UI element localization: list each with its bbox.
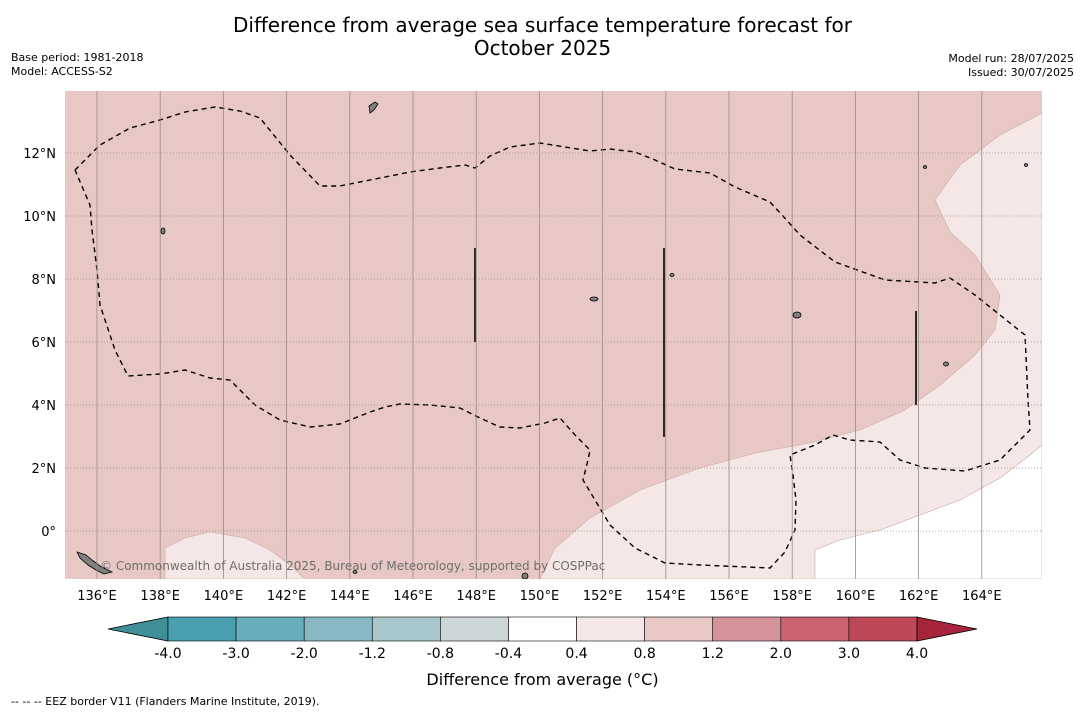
colorbar-tick-label: -0.4 bbox=[495, 646, 522, 662]
colorbar-extend-high bbox=[916, 616, 978, 642]
island-yap bbox=[160, 227, 166, 235]
colorbar-segment bbox=[576, 616, 645, 642]
lon-tick-label: 144°E bbox=[330, 589, 370, 604]
copyright-credit: © Commonwealth of Australia 2025, Bureau… bbox=[100, 559, 606, 573]
colorbar-segment bbox=[644, 616, 714, 642]
mild-anomaly-zone-southwest bbox=[164, 531, 306, 579]
lat-tick-label: 12°N bbox=[23, 147, 56, 162]
lon-tick-label: 142°E bbox=[267, 589, 307, 604]
island-guam bbox=[368, 101, 379, 114]
lon-tick-label: 164°E bbox=[962, 589, 1002, 604]
eez-borders bbox=[74, 106, 1031, 569]
model-run-date: Model run: 28/07/2025 bbox=[948, 52, 1074, 65]
islands bbox=[76, 101, 1028, 579]
colorbar-segment bbox=[848, 616, 918, 642]
model-name: Model: ACCESS-S2 bbox=[11, 65, 113, 78]
colorbar-tick-label: -0.8 bbox=[427, 646, 454, 662]
colorbar-tick-label: 2.0 bbox=[770, 646, 792, 662]
island-islet-2 bbox=[521, 572, 529, 579]
map-title: Difference from average sea surface temp… bbox=[0, 14, 1085, 60]
island-pohnpei bbox=[792, 311, 802, 319]
lon-tick-label: 150°E bbox=[520, 589, 560, 604]
colorbar-tick-label: 1.2 bbox=[702, 646, 724, 662]
lat-tick-label: 0° bbox=[41, 525, 56, 540]
neutral-anomaly-zone bbox=[814, 444, 1042, 579]
map-plot-area bbox=[65, 91, 1042, 579]
lon-tick-label: 154°E bbox=[646, 589, 686, 604]
lon-tick-label: 158°E bbox=[772, 589, 812, 604]
colorbar-tick-labels: -4.0 -3.0 -2.0 -1.2 -0.8 -0.4 0.4 0.8 1.2 2.0 3.0 4… bbox=[154, 646, 928, 662]
lon-tick-label: 148°E bbox=[456, 589, 496, 604]
lon-tick-label: 160°E bbox=[836, 589, 876, 604]
model-info: Base period: 1981-2018 Model: ACCESS-S2 bbox=[11, 51, 143, 79]
latitude-gridlines bbox=[65, 152, 1042, 532]
run-info: Model run: 28/07/2025 Issued: 30/07/2025 bbox=[948, 52, 1074, 80]
island-kosrae bbox=[943, 361, 949, 367]
eez-boundary-fsm bbox=[74, 106, 1031, 569]
island-chuuk bbox=[589, 296, 599, 302]
colorbar-tick-label: -3.0 bbox=[222, 646, 249, 662]
island-islet-5 bbox=[352, 570, 358, 574]
colorbar-tick-label: -4.0 bbox=[154, 646, 181, 662]
colorbar-segment bbox=[235, 616, 305, 642]
lon-tick-label: 162°E bbox=[899, 589, 939, 604]
title-line-1: Difference from average sea surface temp… bbox=[232, 13, 852, 37]
longitude-gridlines bbox=[96, 91, 983, 579]
island-bougainville bbox=[76, 551, 114, 575]
lon-tick-label: 140°E bbox=[204, 589, 244, 604]
lon-tick-label: 156°E bbox=[709, 589, 749, 604]
colorbar-extend-low bbox=[107, 616, 169, 642]
lat-tick-label: 10°N bbox=[23, 210, 56, 225]
colorbar-label: Difference from average (°C) bbox=[426, 670, 659, 689]
base-period: Base period: 1981-2018 bbox=[11, 51, 144, 64]
eez-legend-note: -- -- -- EEZ border V11 (Flanders Marine… bbox=[11, 695, 320, 708]
colorbar-segment bbox=[440, 616, 509, 642]
colorbar-tick-label: 4.0 bbox=[906, 646, 928, 662]
island-islet-4 bbox=[923, 165, 927, 169]
lat-tick-label: 6°N bbox=[32, 336, 57, 351]
island-islet-1 bbox=[669, 273, 675, 277]
colorbar-segment bbox=[303, 616, 373, 642]
colorbar bbox=[107, 616, 978, 642]
lat-tick-label: 8°N bbox=[32, 273, 57, 288]
lon-tick-label: 136°E bbox=[77, 589, 117, 604]
colorbar-tick-label: -2.0 bbox=[291, 646, 318, 662]
colorbar-tick-label: 0.8 bbox=[634, 646, 656, 662]
colorbar-segment bbox=[508, 616, 577, 642]
longitude-labels: 136°E 138°E 140°E 142°E 144°E 146°E 148°E 150°E… bbox=[77, 589, 1001, 604]
colorbar-segment bbox=[167, 616, 237, 642]
lon-tick-label: 146°E bbox=[393, 589, 433, 604]
latitude-labels: 12°N 10°N 8°N 6°N 4°N 2°N 0° bbox=[23, 147, 56, 540]
colorbar-tick-label: -1.2 bbox=[359, 646, 386, 662]
colorbar-segment bbox=[780, 616, 850, 642]
title-line-2: October 2025 bbox=[473, 36, 612, 60]
colorbar-segment bbox=[712, 616, 782, 642]
lon-tick-label: 138°E bbox=[140, 589, 180, 604]
solid-boundaries bbox=[474, 248, 917, 437]
colorbar-segment bbox=[371, 616, 441, 642]
issued-date: Issued: 30/07/2025 bbox=[967, 66, 1074, 79]
lon-tick-label: 152°E bbox=[583, 589, 623, 604]
island-islet-3 bbox=[1024, 163, 1028, 167]
lat-tick-label: 2°N bbox=[32, 462, 57, 477]
colorbar-tick-label: 0.4 bbox=[565, 646, 587, 662]
lat-tick-label: 4°N bbox=[32, 399, 57, 414]
colorbar-tick-label: 3.0 bbox=[838, 646, 860, 662]
mild-anomaly-zone bbox=[539, 112, 1042, 579]
